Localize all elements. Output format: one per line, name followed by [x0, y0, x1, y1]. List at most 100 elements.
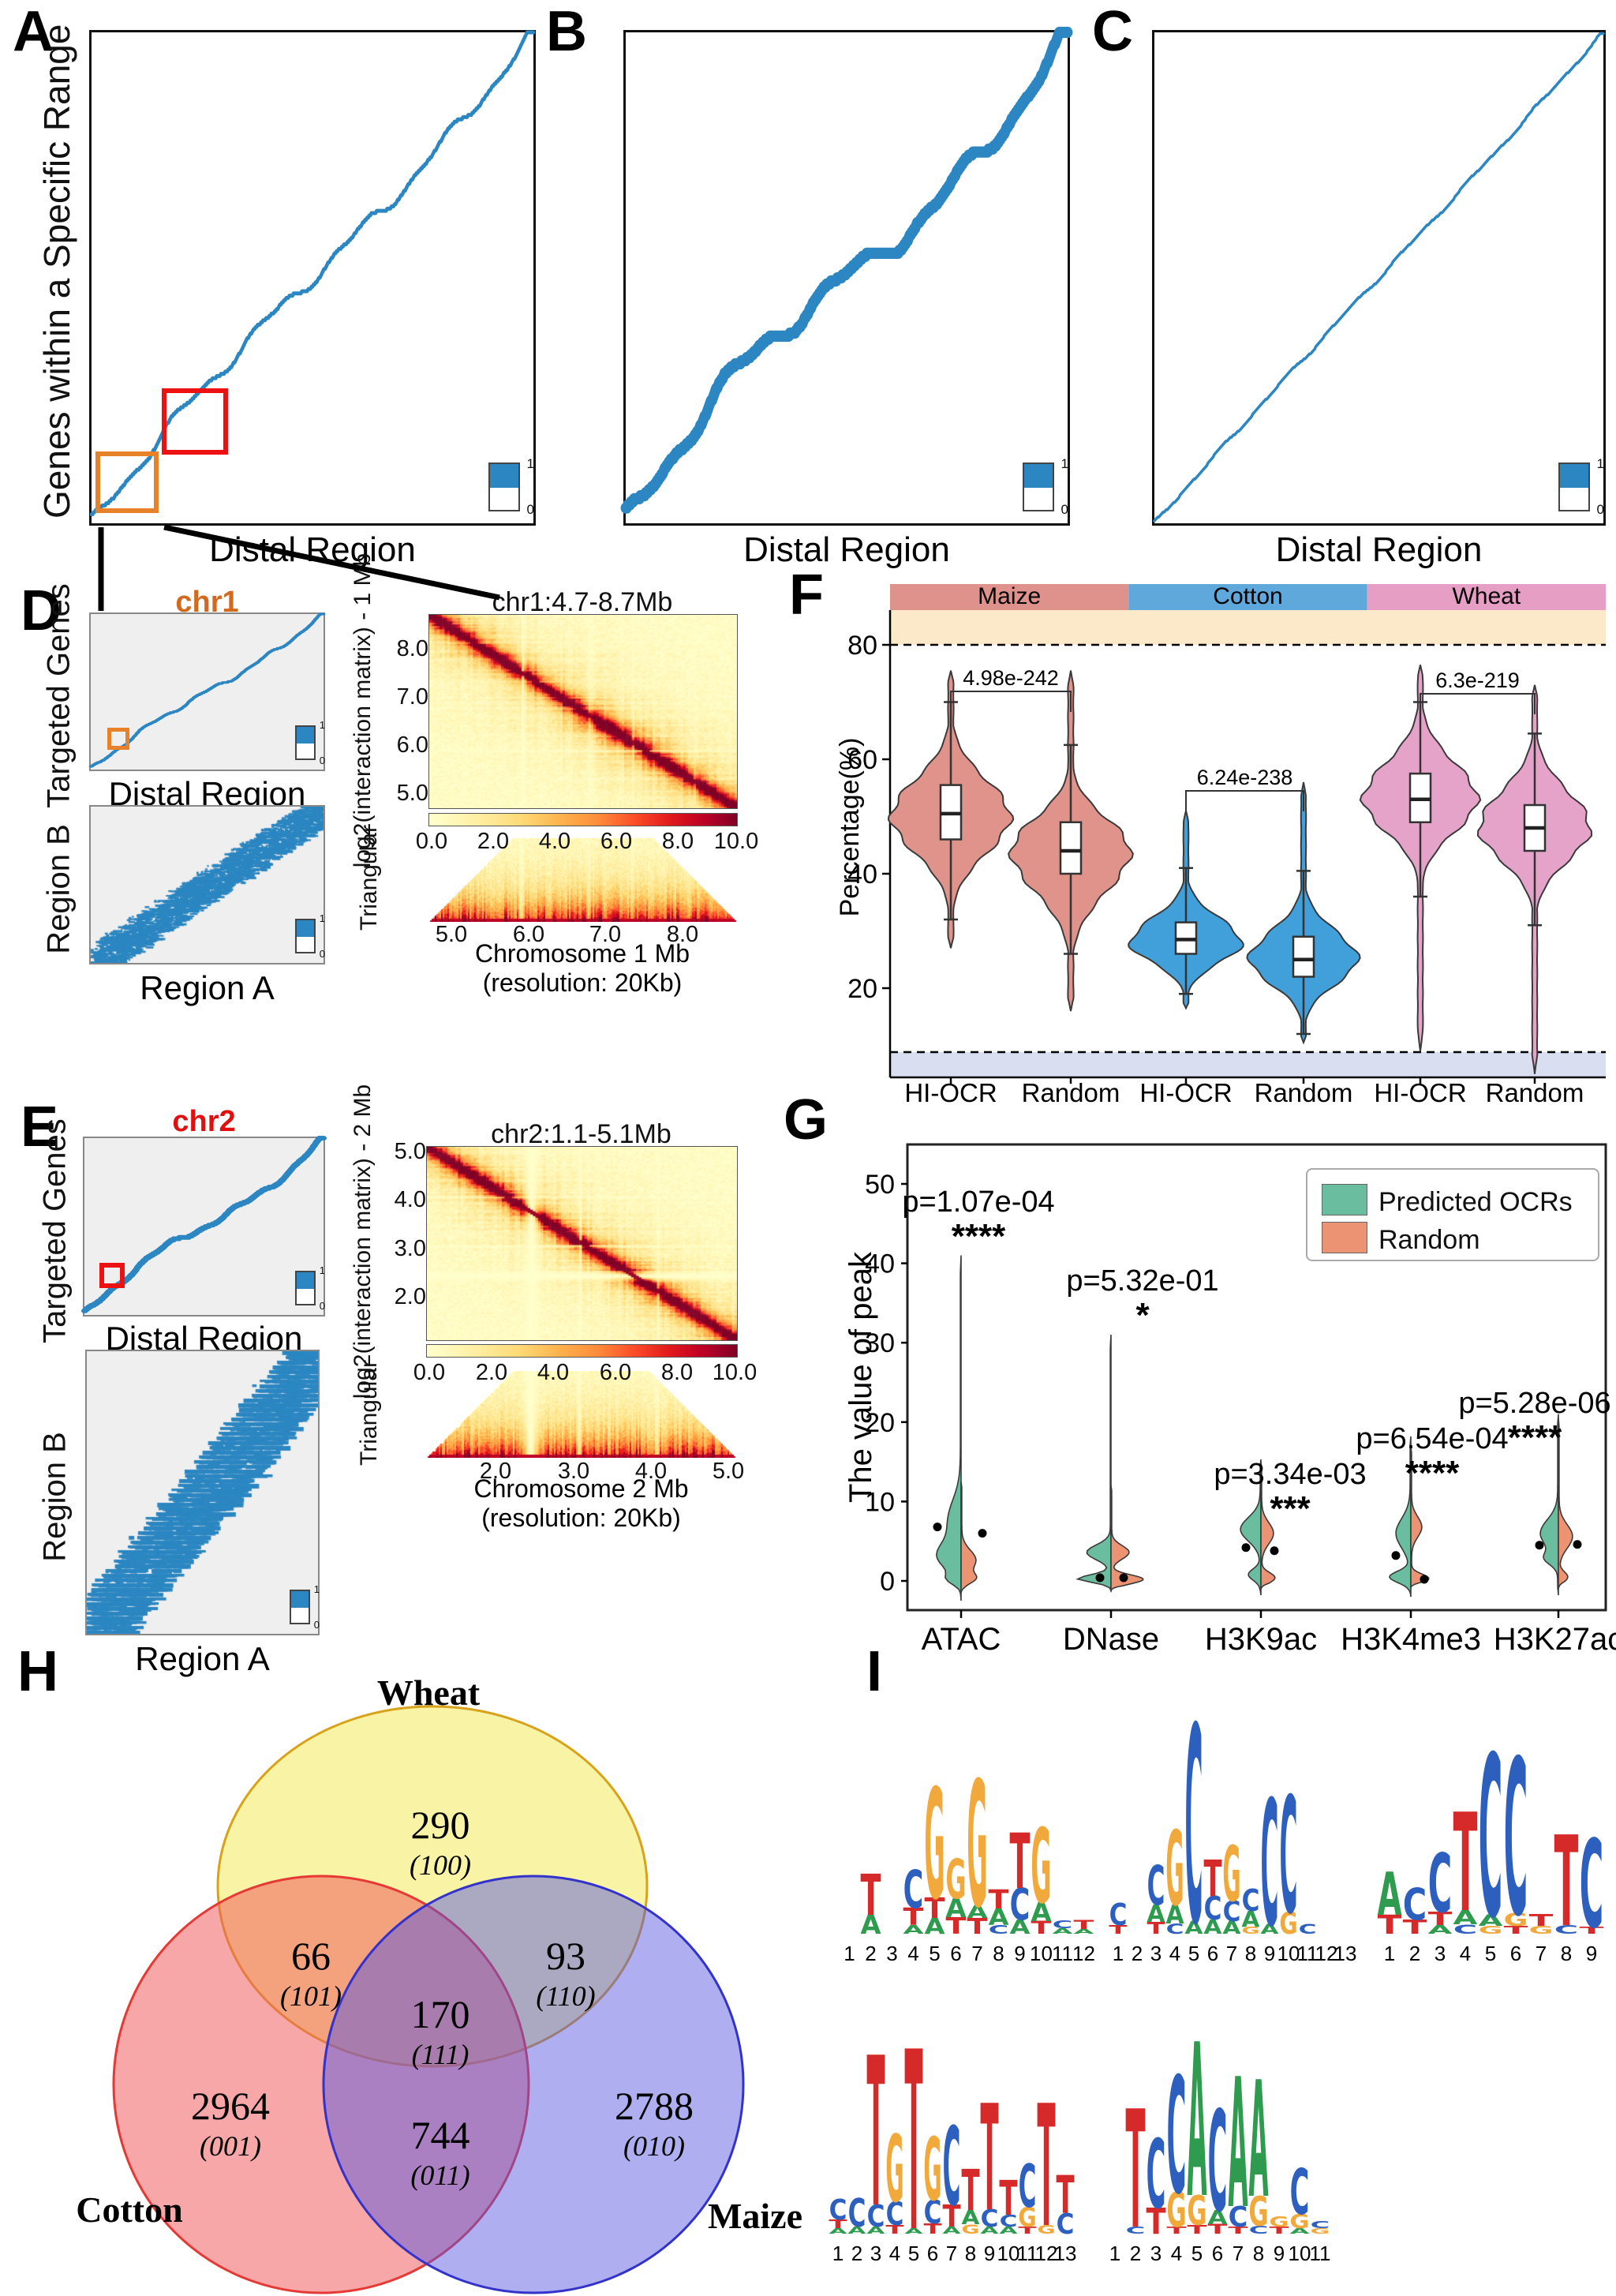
tick-label: 8.0: [396, 636, 428, 661]
tick-label: 6.0: [599, 1360, 632, 1385]
logo-2-letter-C: C: [1204, 1890, 1222, 1927]
logo-2-position-label: 10: [1277, 1942, 1300, 1965]
tick-label: 0.0: [413, 1360, 446, 1385]
logo-4-letter-C: C: [1000, 2212, 1018, 2230]
panel-A-xlabel: Distal Region: [209, 530, 416, 569]
legend-fill-blue: [297, 1272, 314, 1289]
group-strip-cotton: [1128, 584, 1367, 610]
logo-3-letter-A: A: [1453, 1906, 1478, 1929]
logo-3-letter-A: A: [1378, 1860, 1402, 1929]
logo-2-position-label: 13: [1334, 1942, 1357, 1965]
tick-label: 10.0: [712, 1360, 758, 1385]
logo-2-letter-C: C: [1261, 1764, 1279, 1965]
logo-4-letter-A: A: [829, 2227, 847, 2235]
logo-2-letter-C: C: [1223, 1895, 1241, 1928]
logo-2-letter-A: A: [1147, 1901, 1165, 1928]
venn-circle-cotton: [112, 1875, 530, 2294]
panel-H-venn-diagram: 290(100) 66(101) 93(110) 170(111) 2964(001) 7…: [76, 1672, 802, 2294]
panel-D-orange-zoom-box: [107, 728, 129, 750]
half-violin-h3k27ac-random: [1558, 1418, 1573, 1590]
legend-min-label: 0: [319, 755, 325, 766]
logo-3-letter-T: T: [1504, 1923, 1528, 1936]
panel-letter-D: D: [21, 579, 62, 642]
logo-5-position-label: 5: [1191, 2242, 1203, 2265]
logo-2-letter-C: C: [1109, 1898, 1128, 1933]
tick-label: 2.0: [475, 1360, 508, 1385]
logo-5-letter-C: C: [1311, 2219, 1330, 2230]
venn-code-(111): (111): [412, 2039, 469, 2070]
logo-2-letter-C: C: [1185, 1671, 1203, 1986]
logo-2-position-label: 8: [1245, 1942, 1256, 1965]
y-tick-label: 50: [865, 1170, 895, 1200]
plot-border: [906, 1143, 1607, 1612]
logo-4-letter-G: G: [961, 2222, 979, 2237]
logo-4-letter-T: T: [904, 2001, 922, 2287]
x-tick-label-h3k9ac: H3K9ac: [1205, 1622, 1317, 1657]
logo-4-position-label: 3: [870, 2242, 881, 2265]
legend-label-predicted-ocrs: Predicted OCRs: [1378, 1187, 1573, 1217]
half-violin-dnase-predicted: [1075, 1335, 1112, 1594]
venn-code-(100): (100): [410, 1849, 471, 1881]
logo-4-position-label: 9: [984, 2242, 995, 2265]
logo-4-position-label: 8: [965, 2242, 976, 2265]
panel-E-bottom-xlabel: Region A: [135, 1640, 270, 1677]
panel-G-legend: Predicted OCRs Random: [1306, 1168, 1599, 1261]
logo-1-position-label: 11: [1052, 1942, 1073, 1965]
logo-2-letter-C: C: [1242, 1884, 1260, 1919]
legend-min-label: 0: [319, 1300, 325, 1312]
logo-5-letter-C: C: [1167, 2044, 1187, 2230]
venn-code-(011): (011): [410, 2159, 469, 2191]
legend-min-label: 0: [1060, 502, 1068, 517]
logo-4-letter-A: A: [866, 2225, 885, 2236]
logo-2-letter-A: A: [1165, 1901, 1184, 1931]
logo-1-letter-C: C: [1053, 1919, 1073, 1931]
logo-4-letter-T: T: [1018, 2225, 1037, 2236]
pvalue-label-h3k9ac: p=3.34e-03: [1214, 1458, 1366, 1491]
panel-B-plot: [620, 26, 1073, 526]
logo-3-letter-A: A: [1479, 1912, 1504, 1930]
logo-5-letter-A: A: [1248, 2048, 1268, 2234]
logo-1-letter-T: T: [861, 1863, 881, 1928]
logo-2-letter-C: C: [1147, 1855, 1165, 1918]
logo-1-letter-T: T: [1074, 1917, 1094, 1932]
logo-2-letter-G: G: [1241, 1925, 1259, 1936]
tick-label: 6.0: [512, 922, 545, 947]
logo-3-letter-T: T: [1529, 1911, 1554, 1930]
logo-2-letter-T: T: [1147, 1919, 1165, 1938]
pvalue-bracket: [950, 691, 1072, 712]
logo-1-letter-A: A: [1031, 1897, 1051, 1927]
legend-max-label: 1: [526, 456, 534, 471]
logo-5-position-label: 1: [1109, 2242, 1120, 2265]
panel-C-plot: [1152, 30, 1606, 526]
legend-label-random: Random: [1378, 1225, 1480, 1255]
panel-letter-E: E: [21, 1096, 59, 1159]
legend-fill-blue: [297, 727, 314, 743]
logo-2-letter-C: C: [1280, 1764, 1298, 1950]
pvalue-label-h3k4me3: p=6.54e-04: [1356, 1422, 1508, 1455]
tick-label: 4.0: [537, 1360, 570, 1385]
logo-2-position-label: 12: [1315, 1942, 1338, 1965]
logo-4-position-label: 12: [1035, 2242, 1058, 2265]
logo-1-letter-C: C: [989, 1923, 1009, 1937]
legend-max-label: 1: [313, 1583, 320, 1595]
logo-5-letter-G: G: [1187, 2188, 1206, 2236]
logo-1-letter-A: A: [860, 1909, 881, 1940]
logo-4-letter-T: T: [1056, 2166, 1074, 2227]
panel-E-red-zoom-box: [99, 1263, 125, 1288]
panel-C-xlabel: Distal Region: [1275, 530, 1483, 569]
venn-count-(010): 2788: [615, 2084, 694, 2128]
panel-E-hic-heatmap: [426, 1146, 738, 1341]
tick-label: 6.0: [396, 732, 428, 758]
mean-dot-predicted: [1241, 1543, 1251, 1553]
x-tick-label-hi-ocr: HI-OCR: [1139, 1078, 1232, 1107]
significance-stars: ****: [1405, 1454, 1460, 1493]
logo-3-letter-T: T: [1554, 1811, 1579, 1956]
logo-5-position-label: 9: [1274, 2242, 1285, 2265]
legend-max-label: 1: [1060, 456, 1068, 471]
logo-4-letter-G: G: [1037, 2223, 1055, 2237]
logo-3-letter-G: G: [1528, 1924, 1553, 1937]
logo-4-letter-A: A: [847, 2225, 866, 2236]
logo-4-letter-T: T: [866, 2014, 885, 2253]
box: [1292, 935, 1315, 978]
